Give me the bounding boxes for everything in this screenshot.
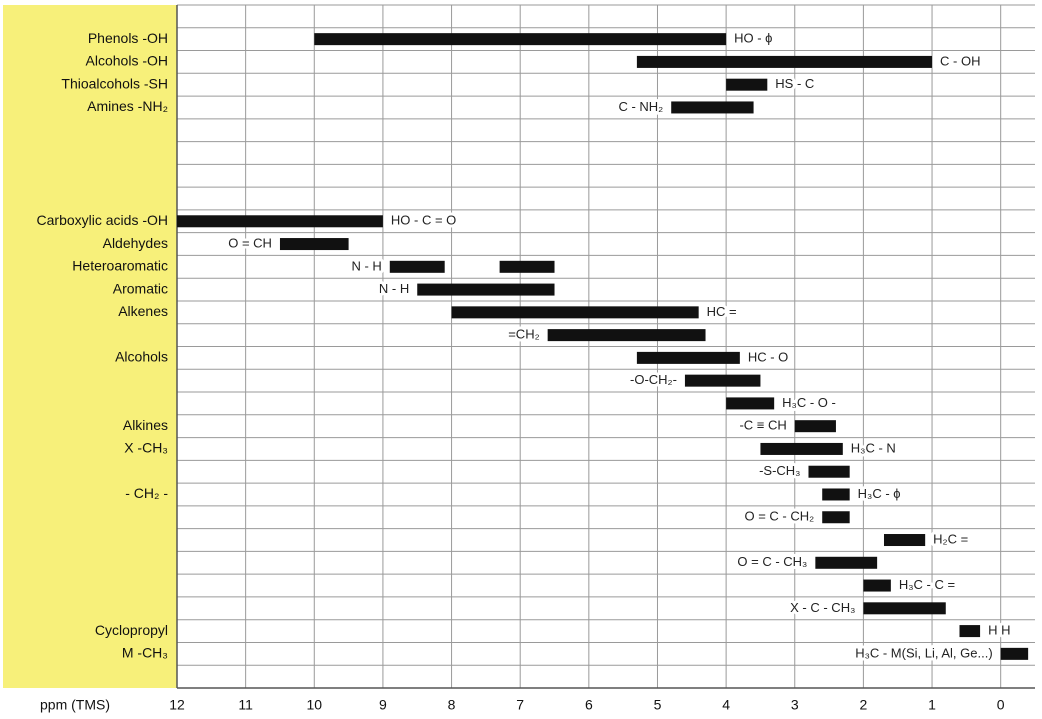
annotation: H₃C - C = bbox=[899, 577, 955, 592]
annotation: H₃C - N bbox=[851, 440, 896, 455]
range-bar bbox=[863, 602, 946, 615]
x-tick-label: 4 bbox=[722, 697, 730, 713]
annotation: HO - C = O bbox=[391, 213, 456, 228]
row-label: Alkenes bbox=[118, 303, 168, 319]
annotation: HC - O bbox=[748, 349, 788, 364]
annotation: H H bbox=[988, 623, 1010, 638]
range-bar bbox=[815, 556, 878, 569]
x-tick-label: 6 bbox=[585, 697, 593, 713]
range-bar bbox=[1000, 647, 1029, 660]
row-label: Aldehydes bbox=[103, 235, 168, 251]
range-bar bbox=[883, 534, 926, 547]
annotation: HS - C bbox=[775, 76, 814, 91]
annotation: -O-CH₂- bbox=[630, 372, 677, 387]
row-label: M -CH₃ bbox=[122, 645, 168, 661]
annotation: -C ≡ CH bbox=[739, 418, 786, 433]
annotation: O = C - CH₃ bbox=[737, 554, 807, 569]
row-label: Carboxylic acids -OH bbox=[37, 212, 168, 228]
row-label: Alcohols bbox=[115, 349, 168, 365]
range-bar bbox=[808, 465, 850, 478]
x-tick-label: 11 bbox=[238, 697, 253, 713]
annotation: C - OH bbox=[940, 53, 980, 68]
row-label: Heteroaromatic bbox=[72, 258, 168, 274]
annotation: N - H bbox=[351, 258, 381, 273]
range-bar bbox=[417, 283, 555, 296]
row-label: Alkines bbox=[123, 417, 168, 433]
range-bar bbox=[863, 579, 891, 592]
range-bar bbox=[822, 511, 850, 524]
annotation: H₂C = bbox=[933, 531, 968, 546]
annotation: HO - ϕ bbox=[734, 31, 772, 46]
range-bar bbox=[499, 260, 555, 273]
annotation: H₃C - ϕ bbox=[858, 486, 901, 501]
annotation: O = C - CH₂ bbox=[745, 509, 815, 524]
annotation: N - H bbox=[379, 281, 409, 296]
range-bar bbox=[760, 442, 843, 455]
row-label: Alcohols -OH bbox=[86, 53, 168, 69]
range-bar bbox=[671, 101, 754, 114]
annotation: O = CH bbox=[228, 235, 272, 250]
range-bar bbox=[822, 488, 850, 501]
range-bar bbox=[636, 351, 740, 364]
annotation: -S-CH₃ bbox=[759, 463, 800, 478]
range-bar bbox=[684, 374, 761, 387]
range-bar bbox=[726, 78, 768, 91]
range-bar bbox=[794, 420, 836, 433]
x-tick-label: 2 bbox=[860, 697, 868, 713]
range-bar bbox=[314, 33, 727, 46]
row-label: Cyclopropyl bbox=[95, 622, 168, 638]
annotation: C - NH₂ bbox=[618, 99, 663, 114]
x-axis-label: ppm (TMS) bbox=[40, 697, 110, 713]
annotation: H₃C - O - bbox=[782, 395, 836, 410]
range-bar bbox=[279, 238, 349, 251]
row-label: Thioalcohols -SH bbox=[61, 75, 168, 91]
range-bar bbox=[726, 397, 775, 410]
annotation: HC = bbox=[707, 304, 737, 319]
range-bar bbox=[177, 215, 383, 228]
range-bar bbox=[547, 329, 706, 342]
x-tick-label: 0 bbox=[997, 697, 1005, 713]
x-tick-label: 3 bbox=[791, 697, 799, 713]
row-label: Phenols -OH bbox=[88, 30, 168, 46]
x-tick-label: 9 bbox=[379, 697, 387, 713]
row-label: - CH₂ - bbox=[125, 485, 168, 501]
annotation: H₃C - M(Si, Li, Al, Ge...) bbox=[855, 645, 992, 660]
range-bar bbox=[636, 55, 933, 68]
range-bar bbox=[451, 306, 699, 319]
x-tick-label: 1 bbox=[928, 697, 936, 713]
row-label: Amines -NH₂ bbox=[87, 98, 168, 114]
x-tick-label: 10 bbox=[306, 697, 322, 713]
label-panel bbox=[3, 5, 177, 688]
row-label: X -CH₃ bbox=[124, 440, 168, 456]
range-bar bbox=[389, 260, 445, 273]
annotation: X - C - CH₃ bbox=[790, 600, 855, 615]
x-tick-label: 7 bbox=[516, 697, 524, 713]
x-tick-label: 8 bbox=[448, 697, 456, 713]
x-tick-label: 12 bbox=[169, 697, 185, 713]
row-label: Aromatic bbox=[113, 280, 168, 296]
x-tick-label: 5 bbox=[654, 697, 662, 713]
annotation: =CH₂ bbox=[508, 327, 539, 342]
range-bar bbox=[959, 625, 981, 638]
